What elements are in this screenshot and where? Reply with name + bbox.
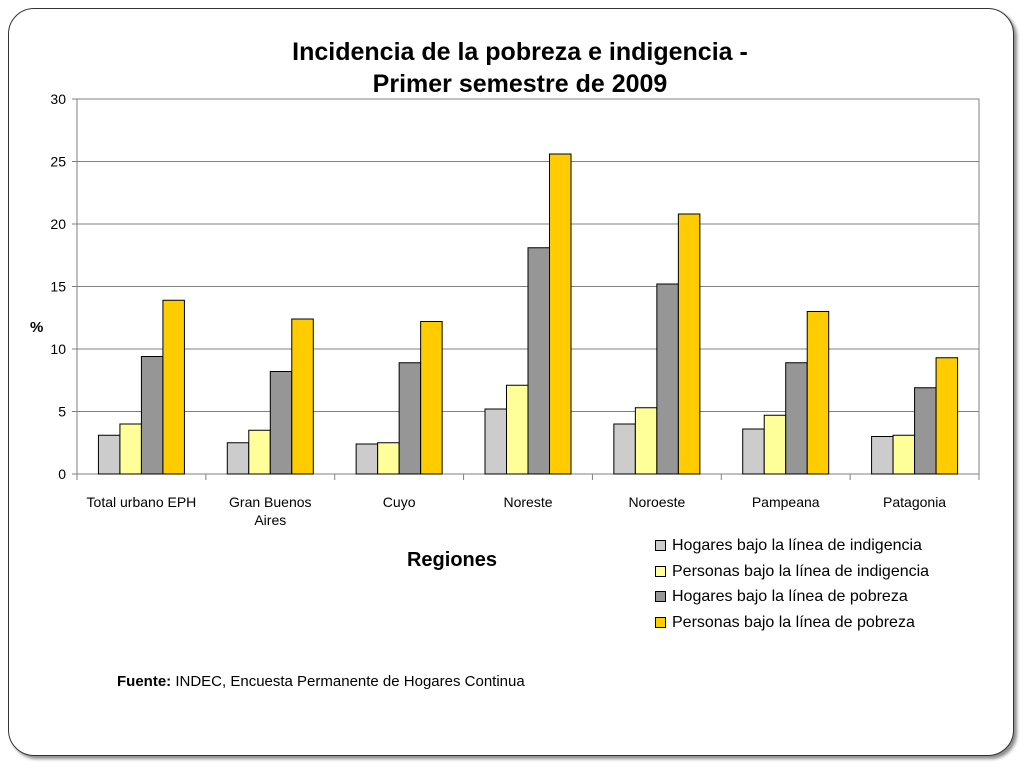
source-text: INDEC, Encuesta Permanente de Hogares Co… (171, 673, 525, 690)
x-tick-label: Gran Buenos Aires (229, 494, 312, 528)
y-tick-label: 15 (50, 279, 66, 295)
bar (355, 443, 379, 475)
bar (742, 428, 765, 475)
x-tick-label: Cuyo (383, 494, 416, 510)
legend-label: Personas bajo la línea de indigencia (672, 562, 930, 580)
legend-entry: Personas bajo la línea de pobreza (655, 610, 929, 636)
bar (892, 434, 916, 475)
bar (119, 423, 142, 475)
source-note: Fuente: INDEC, Encuesta Permanente de Ho… (117, 673, 525, 690)
bar (269, 371, 293, 475)
bar (527, 247, 550, 475)
bar (420, 321, 443, 475)
legend-label: Hogares bajo la línea de indigencia (672, 537, 922, 554)
legend-entry: Hogares bajo la línea de pobreza (655, 584, 929, 610)
chart-title-line-1: Incidencia de la pobreza e indigencia - (292, 38, 748, 66)
legend: Hogares bajo la línea de indigencia Perso… (655, 533, 929, 635)
x-tick-label: Patagonia (883, 494, 946, 510)
x-tick-label: Noreste (503, 494, 552, 510)
bar (398, 362, 422, 475)
chart-title-line-2: Primer semestre de 2009 (372, 70, 668, 98)
bar (871, 436, 894, 475)
y-tick-label: 0 (58, 466, 66, 482)
source-label: Fuente: (117, 673, 172, 690)
bar (484, 408, 507, 475)
bar (935, 357, 959, 475)
y-tick-label: 20 (50, 216, 66, 232)
bar (763, 414, 787, 475)
bar (162, 299, 185, 475)
bar (506, 384, 529, 475)
bars (97, 153, 959, 475)
x-tick-label: Noroeste (628, 494, 685, 510)
legend-swatch (655, 591, 666, 603)
bar (549, 153, 572, 475)
bar (377, 442, 400, 475)
y-tick-label: 25 (50, 154, 66, 170)
legend-swatch (655, 565, 666, 577)
legend-entry: Personas bajo la línea de indigencia (655, 559, 929, 585)
x-axis-label: Regiones (407, 549, 497, 571)
bar (226, 442, 250, 475)
bar (634, 407, 658, 475)
chart-title: Incidencia de la pobreza e indigencia - … (200, 36, 840, 100)
bar (140, 356, 164, 475)
bar (291, 318, 314, 475)
legend-entry: Hogares bajo la línea de indigencia (655, 533, 929, 559)
bar (656, 283, 679, 475)
y-tick-label: 5 (58, 404, 66, 420)
legend-swatch (655, 540, 666, 552)
bar (97, 434, 121, 475)
bar (785, 362, 808, 475)
legend-label: Personas bajo la línea de pobreza (672, 613, 915, 631)
x-tick-label: Total urbano EPH (87, 494, 197, 510)
bar (806, 311, 830, 475)
bar (248, 429, 271, 475)
bar (613, 423, 636, 475)
axes: 0 5 10 15 20 25 30 Total urbano EPH Gran Buenos A… (50, 91, 980, 528)
bar (914, 387, 937, 475)
y-axis-label: % (30, 319, 43, 336)
y-tick-label: 10 (50, 341, 66, 357)
legend-swatch (655, 616, 666, 628)
bar (677, 213, 701, 475)
legend-label: Hogares bajo la línea de pobreza (672, 588, 908, 605)
x-tick-label: Pampeana (752, 494, 820, 510)
y-tick-label: 30 (50, 91, 66, 107)
